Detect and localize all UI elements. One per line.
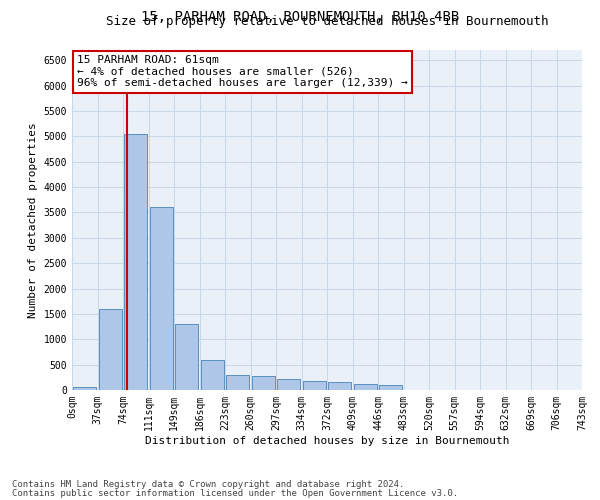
Bar	[175, 324, 199, 390]
Bar	[251, 376, 275, 390]
Bar	[200, 360, 224, 390]
Y-axis label: Number of detached properties: Number of detached properties	[28, 122, 38, 318]
Bar	[379, 385, 403, 390]
Bar	[328, 382, 352, 390]
Title: Size of property relative to detached houses in Bournemouth: Size of property relative to detached ho…	[106, 15, 548, 28]
Text: Contains public sector information licensed under the Open Government Licence v3: Contains public sector information licen…	[12, 488, 458, 498]
Bar	[98, 309, 122, 390]
Bar	[277, 380, 301, 390]
Bar	[353, 384, 377, 390]
X-axis label: Distribution of detached houses by size in Bournemouth: Distribution of detached houses by size …	[145, 436, 509, 446]
Bar	[124, 134, 148, 390]
Text: 15, PARHAM ROAD, BOURNEMOUTH, BH10 4BB: 15, PARHAM ROAD, BOURNEMOUTH, BH10 4BB	[141, 10, 459, 24]
Text: 15 PARHAM ROAD: 61sqm
← 4% of detached houses are smaller (526)
96% of semi-deta: 15 PARHAM ROAD: 61sqm ← 4% of detached h…	[77, 55, 408, 88]
Bar	[226, 376, 250, 390]
Bar	[149, 208, 173, 390]
Bar	[302, 380, 326, 390]
Bar	[73, 387, 97, 390]
Text: Contains HM Land Registry data © Crown copyright and database right 2024.: Contains HM Land Registry data © Crown c…	[12, 480, 404, 489]
